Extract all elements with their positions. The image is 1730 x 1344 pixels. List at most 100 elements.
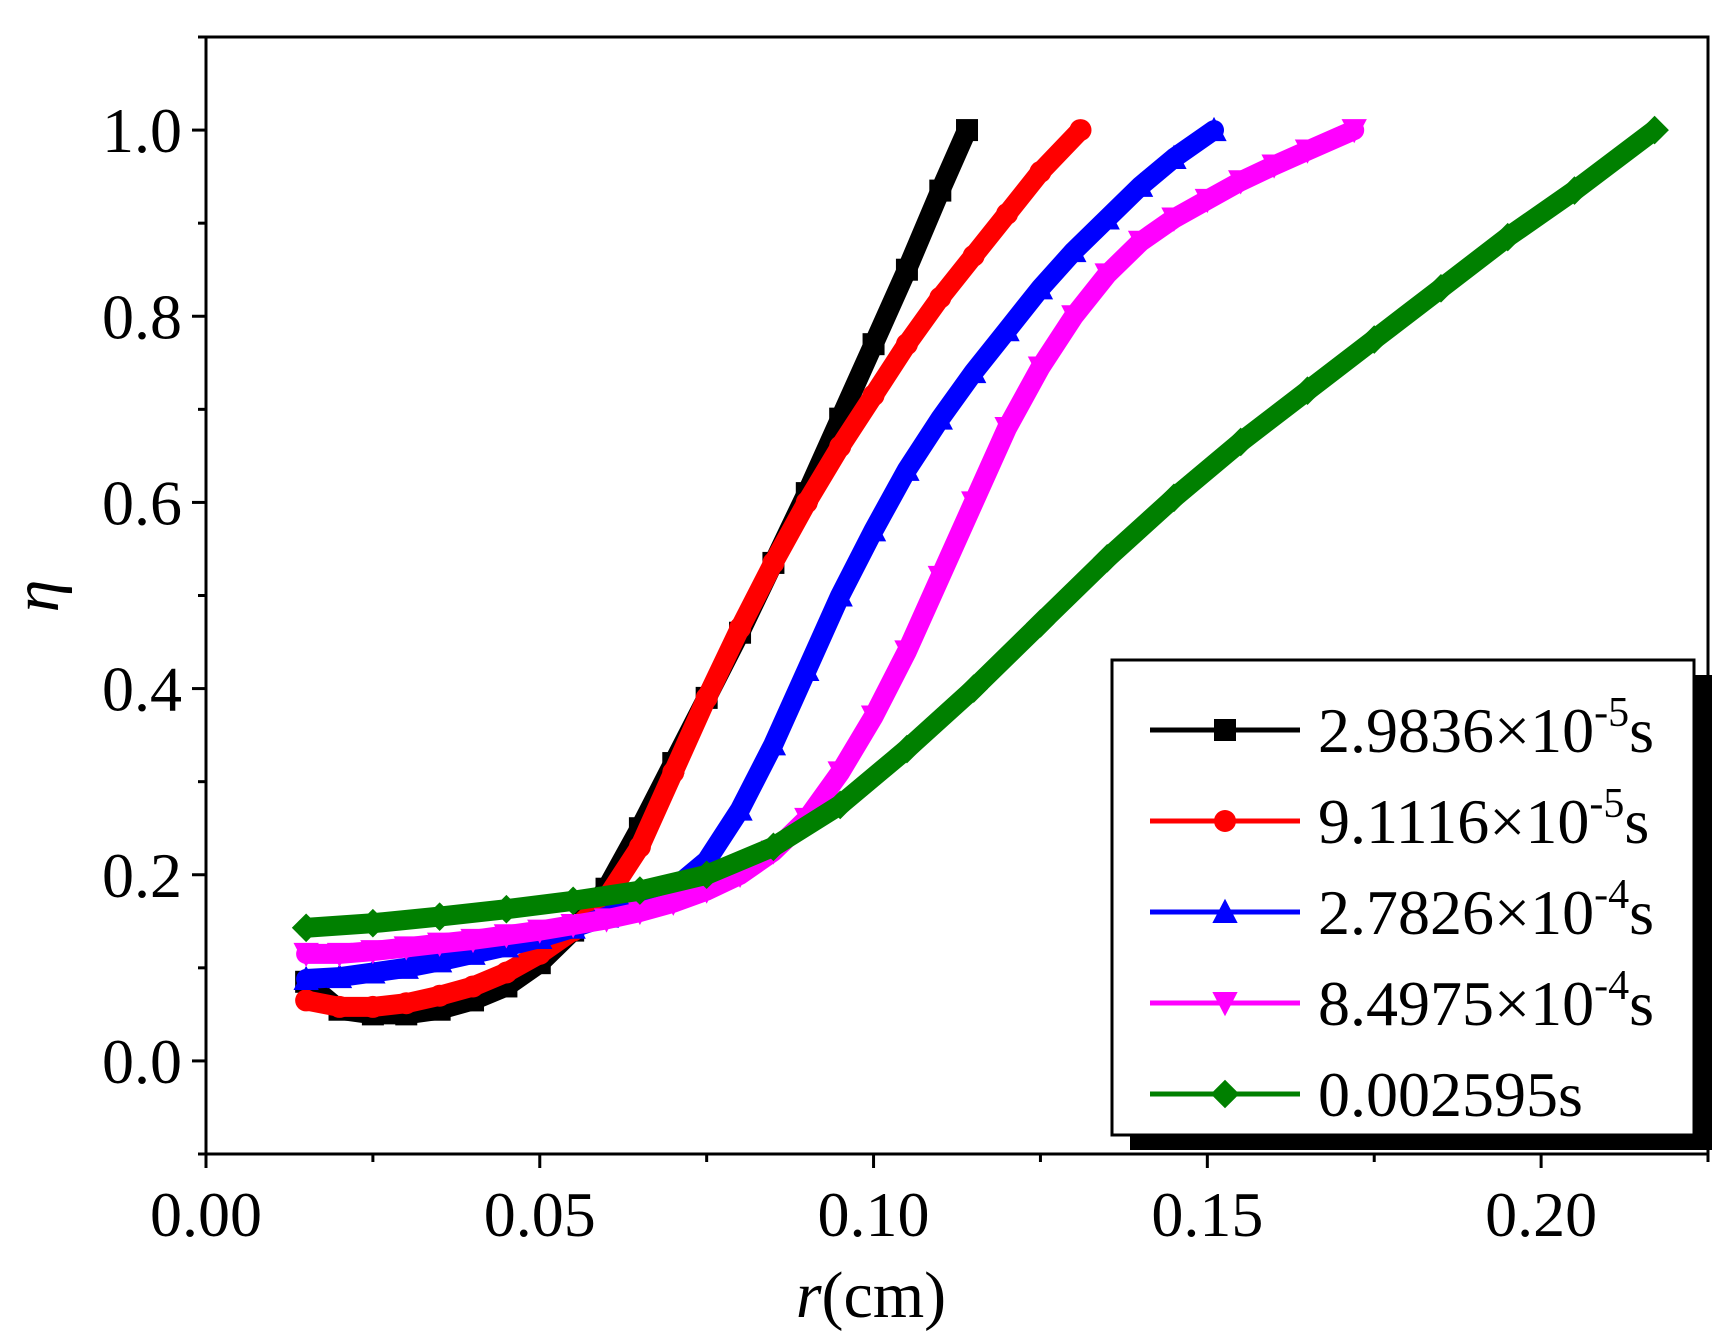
data-point [1201,116,1227,142]
data-point [892,734,922,764]
series-layer [291,115,1669,1026]
legend-label: 0.002595s [1318,1059,1583,1130]
data-point [1094,263,1120,288]
data-point [493,924,520,949]
legend-marker [1214,810,1236,832]
data-point [395,992,418,1015]
legend-entry: 0.002595s [1150,1059,1583,1130]
data-point [426,932,453,957]
data-point [862,384,885,407]
data-point [1426,274,1456,303]
data-point [326,942,353,968]
data-point [929,286,952,309]
data-point [361,995,384,1018]
data-point [326,963,353,989]
data-point [1261,154,1287,179]
data-point [1069,119,1092,142]
legend-marker [1212,992,1238,1017]
data-point [1127,172,1154,197]
data-point [625,876,655,905]
data-point [358,908,388,938]
data-point [1026,609,1055,638]
data-point [1294,139,1321,164]
y-tick-label: 0.2 [102,840,182,911]
data-point [1161,144,1187,170]
data-point [291,913,321,943]
legend-label: 8.4975×10-4s [1318,963,1654,1039]
data-point [593,908,620,933]
legend-label: 2.9836×10-5s [1318,690,1654,766]
data-point [829,435,852,458]
data-point [660,891,686,916]
data-point [393,954,419,979]
data-point [462,975,485,998]
legend-box [1110,658,1696,1137]
legend-entry: 2.7826×10-4s [1150,872,1654,948]
data-point [927,565,953,591]
legend-entry: 8.4975×10-4s [1150,963,1654,1039]
data-point [428,984,451,1007]
data-point [1228,170,1254,195]
x-tick-labels: 0.00 0.05 0.10 0.15 0.20 [150,1179,1597,1250]
data-point [727,796,753,821]
data-point [1061,305,1087,330]
x-axis-title: r(cm) [796,1259,946,1332]
y-tick-label: 0.4 [102,654,182,725]
data-point [762,551,785,574]
y-tick-label: 0.8 [102,281,182,352]
data-point [1092,543,1122,573]
data-point [328,995,351,1018]
series-line [296,120,1224,989]
y-tick-label: 0.0 [102,1026,182,1097]
data-point [895,258,918,281]
data-point [929,179,952,202]
data-point [894,640,920,665]
x-tick-label: 0.00 [150,1179,262,1250]
x-tick-label: 0.15 [1151,1179,1263,1250]
x-tick-label: 0.05 [484,1179,596,1250]
y-tick-label: 0.6 [102,467,182,538]
data-point [1560,176,1589,205]
legend-marker [1212,898,1238,923]
data-point [1493,222,1523,252]
data-point [1159,483,1189,513]
data-point [360,959,386,984]
data-point [492,894,521,924]
data-point [393,936,419,961]
data-point [1061,237,1087,263]
data-point [628,835,651,858]
legend-label: 9.1116×10-5s [1318,781,1649,857]
data-point [994,416,1020,442]
data-point [895,333,918,356]
data-point [1094,205,1120,230]
data-point [961,358,987,384]
legend-marker [1214,719,1236,741]
data-point [760,731,787,756]
data-point [959,674,988,703]
data-point [1027,275,1054,300]
data-point [1194,188,1220,214]
data-point [495,961,518,984]
data-point [996,202,1019,225]
data-point [1161,207,1187,232]
data-point [295,989,318,1012]
data-point [1027,356,1054,381]
data-point [558,886,588,916]
data-point [894,456,920,481]
legend-marker [1210,1079,1240,1109]
series-1 [295,119,1092,1018]
data-point [460,928,486,954]
data-point [360,940,386,965]
data-point [527,919,553,944]
x-tick-label: 0.10 [818,1179,930,1250]
data-point [759,832,788,862]
data-point [795,491,818,514]
data-point [692,860,721,890]
data-point [1293,376,1322,406]
data-point [1226,427,1256,457]
data-point [825,790,855,820]
data-point [1640,115,1669,145]
data-point [425,902,454,931]
data-point [662,761,685,784]
